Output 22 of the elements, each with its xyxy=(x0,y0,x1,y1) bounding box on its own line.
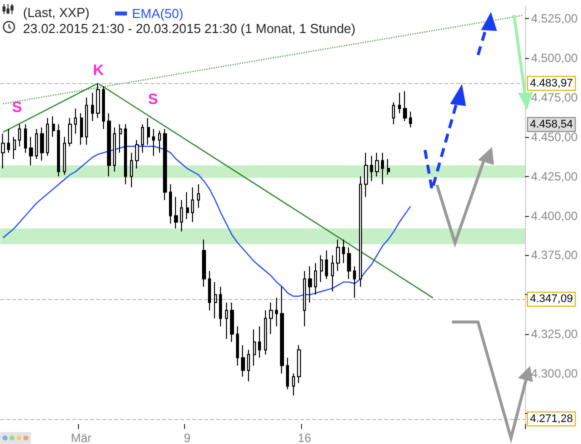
x-tick-label: Mär xyxy=(70,431,92,444)
ref-line-label: 4.271,28 xyxy=(530,412,573,425)
y-tick-label: 4.325,00 xyxy=(531,327,578,342)
legend-label: EMA(50) xyxy=(132,6,184,21)
annotation: S xyxy=(12,99,22,116)
x-tick-label: 16 xyxy=(298,431,312,444)
y-tick-label: 4.375,00 xyxy=(531,248,578,262)
text: 4.458,54 xyxy=(530,118,573,130)
ref-line-label: 4.347,09 xyxy=(530,293,573,306)
chart-title: (Last, XXP) xyxy=(23,5,90,20)
y-tick-label: 4.400,00 xyxy=(531,208,578,223)
x-tick-label: 9 xyxy=(184,431,191,444)
ref-line-label: 4.483,97 xyxy=(530,77,573,90)
text: 23.02.2015 21:30 - 20.03.2015 21:30 (1 Monat, 1 Stunde) xyxy=(23,21,356,36)
y-tick-label: 4.500,00 xyxy=(531,51,578,66)
annotation: K xyxy=(93,62,104,79)
y-tick-label: 4.525,00 xyxy=(531,12,578,26)
y-tick-label: 4.300,00 xyxy=(531,366,578,381)
annotation: S xyxy=(148,91,158,108)
y-tick-label: 4.450,00 xyxy=(531,130,578,144)
y-tick-label: 4.475,00 xyxy=(531,90,578,104)
y-tick-label: 4.425,00 xyxy=(531,169,578,184)
